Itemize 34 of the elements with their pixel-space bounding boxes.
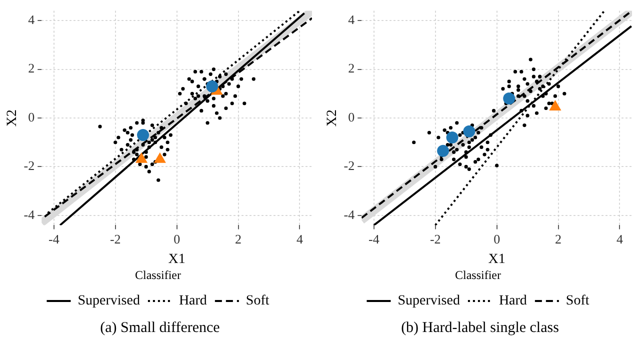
y-tick-label: 0	[28, 109, 35, 124]
legend-label: Soft	[566, 294, 590, 309]
y-tick-label: -4	[344, 206, 356, 222]
legend-label: Soft	[246, 294, 270, 309]
y-axis-title: X2	[5, 109, 20, 127]
y-tick-label: 4	[348, 12, 356, 27]
text: (a) Small difference	[99, 320, 221, 337]
x-tick-label: 2	[555, 231, 562, 246]
y-tick-label: -2	[24, 158, 35, 174]
x-tick-label: -2	[430, 231, 441, 246]
x-tick-label: -2	[110, 231, 121, 246]
x-tick-label: -4	[368, 231, 380, 246]
y-tick-label: -4	[24, 206, 36, 222]
x-tick-label: 2	[235, 231, 242, 246]
y-tick-label: 4	[28, 12, 36, 27]
legend-label: Supervised	[78, 294, 140, 309]
text: (b) Hard-label single class	[400, 320, 560, 337]
y-axis-title: X2	[325, 109, 340, 127]
x-tick-label: 0	[174, 231, 180, 246]
x-axis-title: X1	[168, 252, 186, 267]
x-axis-title: X1	[488, 252, 506, 267]
legend-label: Hard	[498, 294, 527, 309]
legend-label: Supervised	[398, 294, 460, 309]
y-tick-label: 2	[348, 60, 355, 76]
x-tick-label: 0	[494, 231, 500, 246]
x-tick-label: 4	[296, 231, 304, 246]
legend-title: Classifier	[135, 268, 181, 282]
legend-title: Classifier	[455, 268, 501, 282]
y-tick-label: -2	[344, 158, 355, 174]
y-tick-label: 0	[348, 109, 355, 124]
x-tick-label: -4	[48, 231, 60, 246]
x-tick-label: 4	[616, 231, 624, 246]
y-tick-label: 2	[28, 60, 35, 76]
legend-label: Hard	[178, 294, 207, 309]
